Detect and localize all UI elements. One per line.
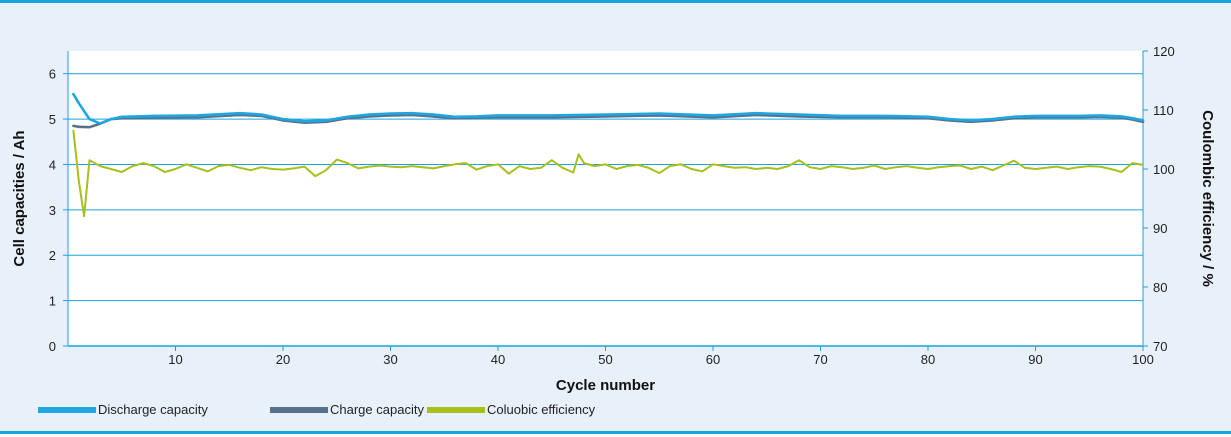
- legend-swatch: [427, 407, 485, 413]
- y-tick-label: 4: [49, 157, 56, 172]
- legend-label: Charge capacity: [330, 402, 424, 417]
- x-tick-label: 40: [491, 352, 505, 367]
- legend-label: Coluobic efficiency: [487, 402, 596, 417]
- x-tick-label: 30: [383, 352, 397, 367]
- x-tick-label: 100: [1132, 352, 1154, 367]
- series-line-charge-capacity: [72, 113, 1145, 129]
- y-tick-label: 2: [49, 248, 56, 263]
- y2-axis-title: Coulombic efficiency / %: [1199, 110, 1216, 287]
- y2-tick-label: 100: [1153, 162, 1175, 177]
- legend-label: Discharge capacity: [98, 402, 208, 417]
- axes: [63, 50, 1148, 351]
- plot-area: [68, 51, 1143, 346]
- x-tick-label: 20: [276, 352, 290, 367]
- x-tick-label: 60: [706, 352, 720, 367]
- legend-swatch: [38, 407, 96, 413]
- x-tick-label: 90: [1028, 352, 1042, 367]
- tick-labels: 10 20 30 40 50 60 70 80 90 100 0 1 2 3 4 5 6 70 80 90 100 110…: [49, 44, 1175, 367]
- y-tick-label: 5: [49, 112, 56, 127]
- y2-tick-label: 80: [1153, 280, 1167, 295]
- series-line-discharge-capacity: [72, 92, 1145, 125]
- chart-svg: 10 20 30 40 50 60 70 80 90 100 0 1 2 3 4 5 6 70 80 90 100 110…: [11, 44, 1216, 417]
- legend-swatch: [270, 407, 328, 413]
- y-tick-label: 6: [49, 67, 56, 82]
- y2-tick-label: 90: [1153, 221, 1167, 236]
- y-tick-label: 1: [49, 294, 56, 309]
- series-lines: [72, 92, 1145, 218]
- x-tick-label: 50: [598, 352, 612, 367]
- series-line-coluobic-efficiency: [72, 129, 1144, 218]
- y2-tick-label: 120: [1153, 44, 1175, 59]
- x-tick-label: 70: [813, 352, 827, 367]
- x-axis-title: Cycle number: [556, 377, 655, 394]
- y-tick-label: 0: [49, 339, 56, 354]
- y-tick-label: 3: [49, 203, 56, 218]
- legend: Discharge capacity Charge capacity Coluobi…: [38, 402, 596, 417]
- y-axis-title: Cell capacities / Ah: [11, 130, 28, 266]
- x-tick-label: 80: [921, 352, 935, 367]
- y2-tick-label: 70: [1153, 339, 1167, 354]
- gridlines: [68, 51, 1143, 346]
- y2-tick-label: 110: [1153, 103, 1174, 118]
- x-tick-label: 10: [168, 352, 182, 367]
